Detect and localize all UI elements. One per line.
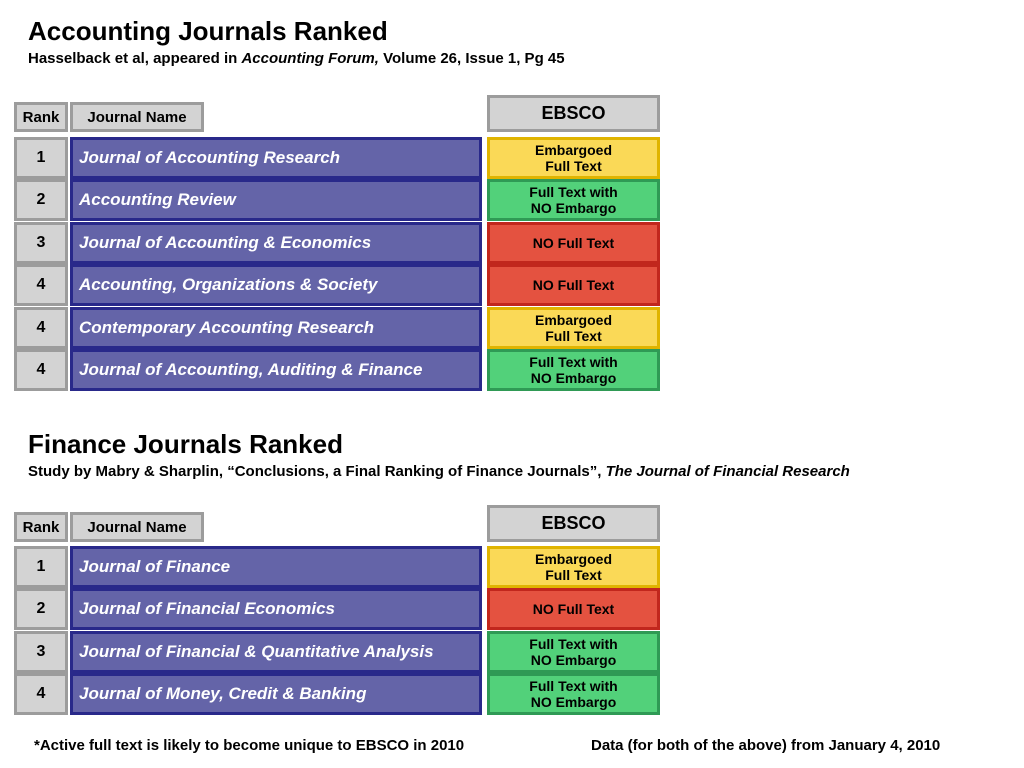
ebsco-status-cell: NO Full Text <box>487 264 660 306</box>
table-row: 3 Journal of Financial & Quantitative Ana… <box>14 631 660 673</box>
rank-cell: 1 <box>14 137 68 179</box>
table-row: 2 Journal of Financial Economics NO Full T… <box>14 588 660 630</box>
table-row: 2 Accounting Review Full Text with NO Emba… <box>14 179 660 221</box>
table-row: 4 Journal of Money, Credit & Banking Full … <box>14 673 660 715</box>
accounting-subtitle-italic: Accounting Forum, <box>241 50 379 67</box>
ebsco-status-cell: Full Text with NO Embargo <box>487 179 660 221</box>
journal-name-cell: Journal of Accounting, Auditing & Financ… <box>70 349 482 391</box>
finance-subtitle-pre: Study by Mabry & Sharplin, “Conclusions,… <box>28 463 606 480</box>
table-row: 1 Journal of Finance Embargoed Full Text <box>14 546 660 588</box>
accounting-title: Accounting Journals Ranked <box>28 16 388 46</box>
ebsco-status-cell: Embargoed Full Text <box>487 307 660 349</box>
ebsco-status-cell: Full Text with NO Embargo <box>487 349 660 391</box>
rank-cell: 2 <box>14 179 68 221</box>
ebsco-status-cell: Full Text with NO Embargo <box>487 631 660 673</box>
table-row: 1 Journal of Accounting Research Embargoed… <box>14 137 660 179</box>
footnote-right: Data (for both of the above) from Januar… <box>591 737 941 754</box>
table-row: 4 Journal of Accounting, Auditing & Finan… <box>14 349 660 391</box>
accounting-subtitle-pre: Hasselback et al, appeared in <box>28 50 242 67</box>
journal-name-cell: Journal of Accounting Research <box>70 137 482 179</box>
accounting-header-rank: Rank <box>14 102 68 132</box>
finance-header-rank: Rank <box>14 512 68 542</box>
ebsco-status-cell: NO Full Text <box>487 588 660 630</box>
ebsco-status-cell: NO Full Text <box>487 222 660 264</box>
journal-name-cell: Journal of Finance <box>70 546 482 588</box>
rank-cell: 4 <box>14 349 68 391</box>
footnote-left: *Active full text is likely to become un… <box>34 737 465 754</box>
journal-name-cell: Journal of Financial Economics <box>70 588 482 630</box>
rank-cell: 3 <box>14 222 68 264</box>
table-row: 3 Journal of Accounting & Economics NO Ful… <box>14 222 660 264</box>
finance-header-ebsco: EBSCO <box>487 505 660 542</box>
journal-name-cell: Accounting, Organizations & Society <box>70 264 482 306</box>
rank-cell: 4 <box>14 264 68 306</box>
rank-cell: 4 <box>14 673 68 715</box>
journal-name-cell: Journal of Money, Credit & Banking <box>70 673 482 715</box>
finance-subtitle-italic: The Journal of Financial Research <box>605 463 850 480</box>
rank-cell: 4 <box>14 307 68 349</box>
ebsco-status-cell: Embargoed Full Text <box>487 546 660 588</box>
rank-cell: 2 <box>14 588 68 630</box>
finance-subtitle: Study by Mabry & Sharplin, “Conclusions,… <box>28 463 850 480</box>
accounting-header-journal: Journal Name <box>70 102 204 132</box>
accounting-header-ebsco: EBSCO <box>487 95 660 132</box>
journal-name-cell: Contemporary Accounting Research <box>70 307 482 349</box>
journal-name-cell: Journal of Accounting & Economics <box>70 222 482 264</box>
table-row: 4 Accounting, Organizations & Society NO F… <box>14 264 660 306</box>
finance-header-journal: Journal Name <box>70 512 204 542</box>
table-row: 4 Contemporary Accounting Research Embargo… <box>14 307 660 349</box>
accounting-subtitle-post: Volume 26, Issue 1, Pg 45 <box>378 50 565 67</box>
rank-cell: 1 <box>14 546 68 588</box>
accounting-subtitle: Hasselback et al, appeared in Accounting… <box>28 50 565 67</box>
ebsco-status-cell: Full Text with NO Embargo <box>487 673 660 715</box>
finance-title: Finance Journals Ranked <box>28 429 343 459</box>
journal-name-cell: Journal of Financial & Quantitative Anal… <box>70 631 482 673</box>
journal-name-cell: Accounting Review <box>70 179 482 221</box>
ebsco-status-cell: Embargoed Full Text <box>487 137 660 179</box>
rank-cell: 3 <box>14 631 68 673</box>
